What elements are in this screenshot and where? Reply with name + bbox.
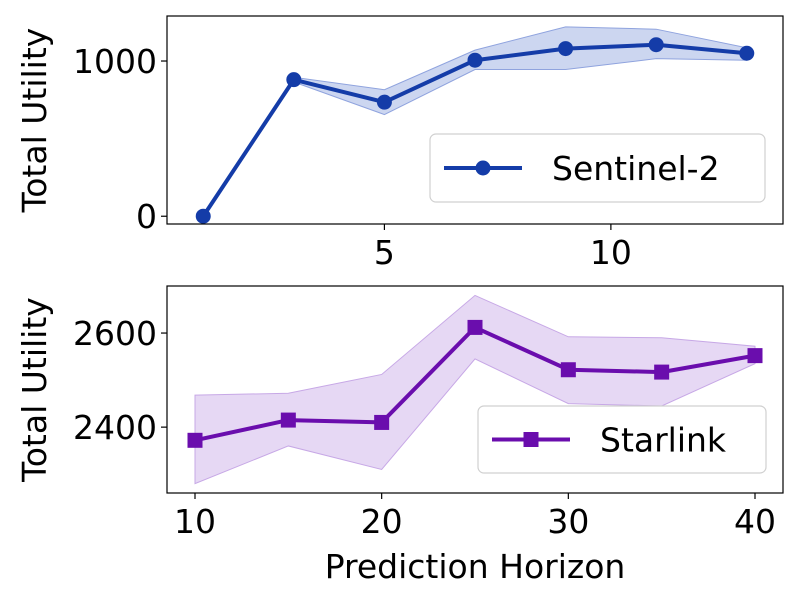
data-point [286, 72, 302, 88]
plot-frame [166, 285, 784, 494]
x-tick-label: 5 [374, 233, 395, 272]
legend-marker [475, 160, 491, 176]
data-point [376, 94, 392, 110]
legend-box [429, 133, 766, 203]
data-point [374, 414, 390, 430]
plot-frame [166, 15, 784, 225]
data-point [558, 41, 574, 57]
y-axis-label: Total Utility [15, 297, 54, 483]
x-tick-label: 30 [547, 502, 589, 541]
data-point [280, 412, 296, 428]
y-axis-label: Total Utility [15, 28, 54, 214]
legend-label: Starlink [600, 421, 727, 460]
legend: Starlink [477, 405, 767, 474]
legend: Sentinel-2 [429, 133, 766, 203]
x-tick-label: 10 [174, 502, 216, 541]
legend-box [477, 405, 767, 474]
chart-panel-2: 10 20 30 40 2400 2600 Total Utility Prediction … [15, 285, 784, 586]
data-point [467, 319, 483, 335]
x-tick-label: 40 [734, 502, 776, 541]
y-tick-label: 2400 [73, 408, 157, 447]
data-point [195, 208, 211, 224]
x-tick-label: 20 [361, 502, 403, 541]
y-tick-label: 1000 [73, 42, 157, 81]
chart-panel-1: 5 10 0 1000 Total Utility Sentinel-2 [15, 15, 784, 272]
legend-label: Sentinel-2 [552, 149, 720, 188]
data-point [187, 432, 203, 448]
data-point [747, 348, 763, 364]
data-point [654, 364, 670, 380]
data-point [648, 37, 664, 53]
data-point [739, 45, 755, 61]
y-tick-label: 2600 [73, 314, 157, 353]
data-point [560, 362, 576, 378]
confidence-band [194, 294, 756, 485]
x-tick-label: 10 [590, 233, 632, 272]
data-point [467, 52, 483, 68]
y-tick-label: 0 [136, 197, 157, 236]
x-axis-label: Prediction Horizon [325, 547, 626, 586]
legend-marker [523, 432, 539, 447]
